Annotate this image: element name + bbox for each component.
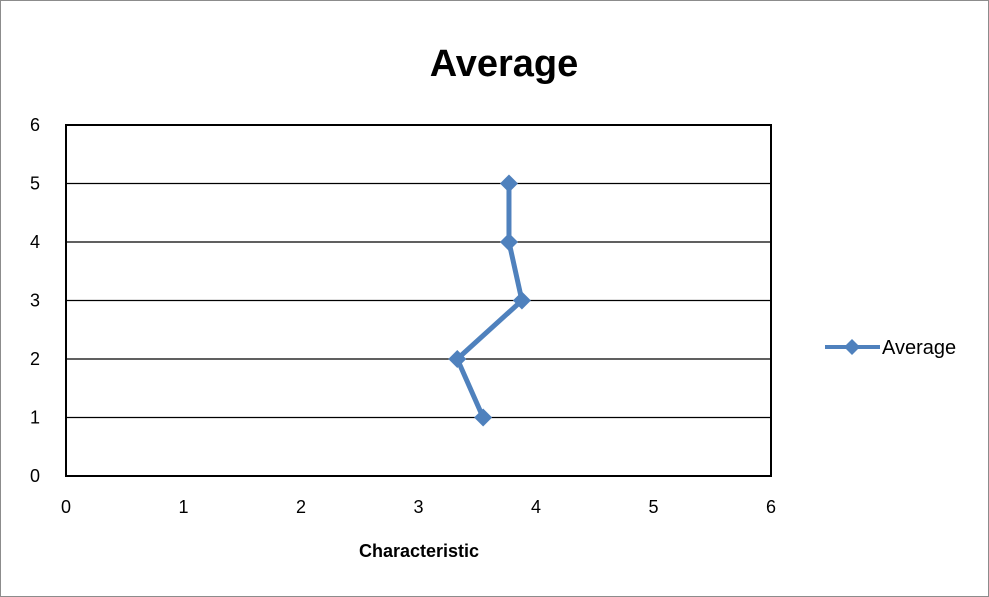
y-axis-ticks: 0 1 2 3 4 5 6 bbox=[30, 115, 40, 486]
data-point bbox=[499, 174, 518, 193]
y-tick-label: 4 bbox=[30, 232, 40, 252]
gridlines bbox=[66, 182, 771, 419]
x-tick-label: 1 bbox=[178, 497, 188, 517]
y-tick-label: 2 bbox=[30, 349, 40, 369]
data-point bbox=[448, 350, 467, 368]
legend-marker bbox=[844, 339, 860, 355]
y-tick-label: 0 bbox=[30, 466, 40, 486]
x-tick-label: 6 bbox=[766, 497, 776, 517]
y-tick-label: 3 bbox=[30, 291, 40, 311]
plot-area-border bbox=[65, 124, 772, 477]
x-tick-label: 3 bbox=[413, 497, 423, 517]
x-tick-label: 5 bbox=[648, 497, 658, 517]
legend-label: Average bbox=[882, 337, 956, 359]
x-tick-label: 0 bbox=[61, 497, 71, 517]
legend: Average bbox=[825, 337, 956, 359]
data-point bbox=[512, 291, 531, 310]
series-average bbox=[448, 174, 531, 427]
x-axis-ticks: 0 1 2 3 4 5 6 bbox=[61, 497, 776, 517]
x-axis-title: Characteristic bbox=[359, 541, 479, 561]
y-tick-label: 1 bbox=[30, 408, 40, 428]
y-tick-label: 5 bbox=[30, 174, 40, 194]
data-point bbox=[499, 233, 518, 251]
chart-title: Average bbox=[430, 43, 579, 85]
x-tick-label: 4 bbox=[531, 497, 541, 517]
x-tick-label: 2 bbox=[296, 497, 306, 517]
y-tick-label: 6 bbox=[30, 115, 40, 135]
data-point bbox=[474, 408, 493, 427]
